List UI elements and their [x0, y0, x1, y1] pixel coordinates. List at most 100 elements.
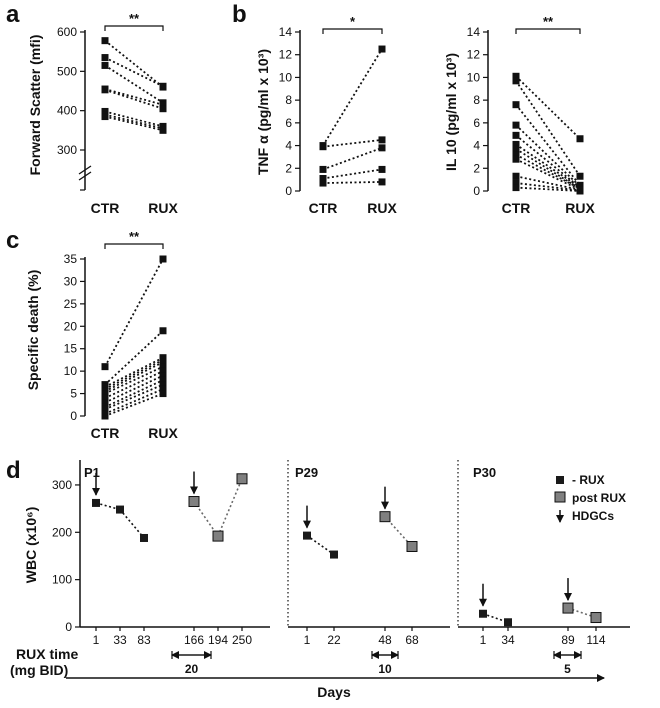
panel-c-ctr-point — [101, 363, 109, 371]
panel-c: c Specific death (%) 0 5 10 15 20 25 30 35 CTR RU… — [6, 227, 178, 441]
legend-pre-rux-label: - RUX — [572, 473, 605, 487]
panel-d-p1-trend-line — [217, 478, 243, 537]
panel-d-p29-post-rux-point — [379, 511, 391, 523]
panel-d-p30-dose-label: 5 — [564, 662, 571, 676]
panel-a-pair-line — [104, 110, 164, 128]
panel-d-ytick-label: 100 — [52, 573, 72, 587]
days-label: Days — [317, 684, 351, 700]
panel-c-rux-point — [159, 255, 167, 263]
panel-il10-ytick-label: 6 — [473, 116, 480, 130]
panel-b-pair-line — [322, 168, 383, 180]
panel-d-ytick-label: 200 — [52, 525, 72, 539]
panel-il10: IL 10 (pg/ml x 10³) 0 2 4 6 8 10 12 14 CTR RUX ** — [443, 14, 595, 216]
panel-il10-ctr-point — [512, 77, 520, 85]
panel-c-rux-point — [159, 385, 167, 393]
panel-il10-ctr-point — [512, 145, 520, 153]
panel-a-pair-line — [104, 56, 164, 88]
panel-b-ytick-label: 14 — [279, 25, 293, 39]
panel-a-pair-line — [104, 39, 164, 88]
panel-a-category-label: RUX — [148, 200, 178, 216]
legend-post-rux-swatch — [554, 491, 566, 503]
panel-a-ctr-point — [101, 61, 109, 69]
panel-d-p30-day-label: 114 — [586, 633, 605, 647]
panel-il10-ctr-point — [512, 151, 520, 159]
panel-a-rux-point — [159, 82, 167, 90]
panel-a-ctr-point — [101, 113, 109, 121]
panel-c-ctr-point — [101, 412, 109, 420]
panel-b-letter: b — [232, 1, 247, 28]
panel-il10-ctr-point — [512, 179, 520, 187]
panel-a-letter: a — [6, 1, 20, 28]
panel-b-ytick-label: 4 — [285, 139, 292, 153]
panel-il10-significance-bracket — [515, 28, 581, 34]
panel-b-category-label: CTR — [309, 200, 338, 216]
panel-a-pair-line — [104, 88, 164, 110]
panel-c-ctr-point — [101, 390, 109, 398]
panel-a-pair-line — [104, 88, 164, 106]
panel-d-p1-dose-label: 20 — [185, 662, 199, 676]
panel-d-letter: d — [6, 457, 21, 484]
panel-a-axis-break-mark — [78, 165, 92, 175]
panel-il10-pair-line — [515, 182, 581, 192]
panel-d-p29-title: P29 — [295, 465, 318, 480]
panel-il10-ytick-label: 8 — [473, 93, 480, 107]
panel-a-significance-label: ** — [129, 11, 140, 26]
panel-il10-pair-line — [515, 186, 581, 192]
panel-c-ytick-label: 35 — [64, 252, 78, 266]
panel-a: a Forward Scatter (mfi) 300 400 500 600 CTR R… — [6, 1, 178, 216]
panel-c-pair-line — [104, 258, 164, 368]
panel-d-p1-day-label: 1 — [93, 633, 100, 647]
panel-d: d WBC (x10⁶) RUX time (mg BID) Days 0 100… — [6, 457, 630, 700]
panel-b-rux-point — [378, 178, 386, 186]
panel-c-pair-line — [104, 392, 164, 417]
panel-il10-ytick-label: 14 — [467, 25, 481, 39]
panel-a-ylabel: Forward Scatter (mfi) — [27, 35, 43, 176]
panel-b-ytick-label: 0 — [285, 184, 292, 198]
panel-a-ctr-point — [101, 86, 109, 94]
panel-d-p30-title: P30 — [473, 465, 496, 480]
panel-il10-ytick-label: 10 — [467, 70, 481, 84]
panel-d-p30-pre-rux-point — [479, 609, 487, 618]
panel-d-p29-post-rux-point — [406, 541, 418, 552]
panel-b-ytick-label: 10 — [279, 70, 293, 84]
panel-c-pair-line — [104, 374, 164, 404]
panel-d-p1-day-label: 83 — [137, 633, 151, 647]
panel-a-ytick-label: 500 — [57, 64, 77, 78]
panel-c-rux-point — [159, 390, 167, 398]
panel-a-ctr-point — [101, 37, 109, 45]
panel-d-p1-post-rux-point — [236, 473, 248, 485]
panel-il10-ylabel: IL 10 (pg/ml x 10³) — [443, 53, 459, 171]
panel-il10-ctr-point — [512, 101, 520, 109]
panel-d-p1-pre-rux-point — [92, 498, 100, 507]
panel-a-ytick-label: 400 — [57, 104, 77, 118]
panel-il10-category-label: RUX — [565, 200, 595, 216]
panel-d-p1-post-rux-point — [188, 496, 200, 508]
panel-c-pair-line — [104, 370, 164, 399]
panel-d-p1-day-label: 33 — [113, 633, 127, 647]
panel-c-pair-line — [104, 388, 164, 415]
panel-il10-ctr-point — [512, 121, 520, 129]
panel-il10-pair-line — [515, 104, 581, 186]
panel-d-p29-pre-rux-point — [330, 550, 338, 559]
panel-il10-ctr-point — [512, 184, 520, 192]
panel-c-ytick-label: 5 — [70, 387, 77, 401]
panel-il10-pair-line — [515, 124, 581, 188]
panel-il10-ytick-label: 2 — [473, 161, 480, 175]
panel-d-p29-pre-rux-point — [303, 531, 311, 540]
panel-c-ctr-point — [101, 394, 109, 402]
panel-c-rux-point — [159, 363, 167, 371]
rux-time-label-1: RUX time — [16, 646, 78, 662]
panel-c-ctr-point — [101, 405, 109, 413]
legend-post-rux-label: post RUX — [572, 491, 626, 505]
panel-c-letter: c — [6, 227, 19, 254]
panel-d-p29-trend-line — [306, 534, 335, 556]
panel-b-pair-line — [322, 48, 383, 147]
panel-a-rux-point — [159, 126, 167, 134]
panel-b-rux-point — [378, 144, 386, 152]
panel-il10-pair-line — [515, 148, 581, 190]
panel-b-rux-point — [378, 136, 386, 144]
panel-il10-pair-line — [515, 75, 581, 140]
panel-c-ytick-label: 25 — [64, 297, 78, 311]
panel-b-ctr-point — [319, 175, 327, 183]
